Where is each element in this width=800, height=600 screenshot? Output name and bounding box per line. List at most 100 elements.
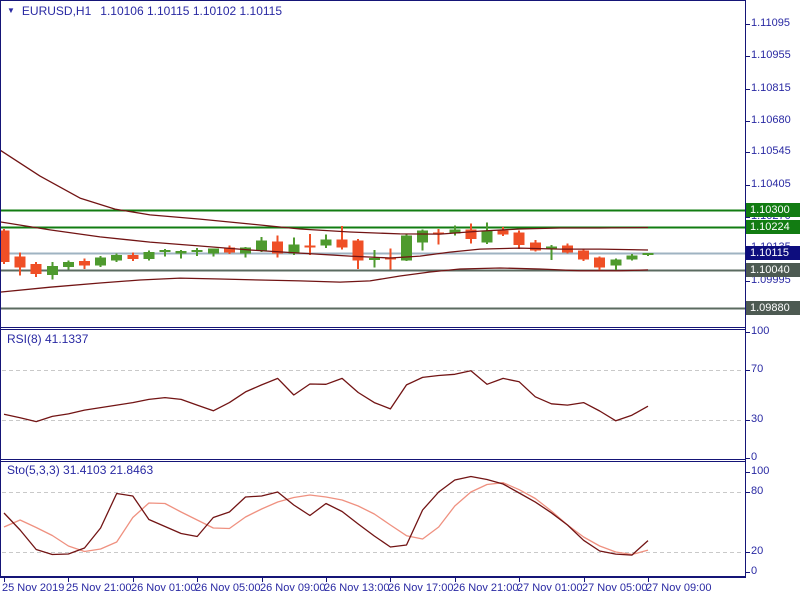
stochastic-tick-mark bbox=[745, 552, 750, 553]
main-chart-pane[interactable] bbox=[0, 0, 746, 328]
time-tick-mark bbox=[648, 578, 649, 582]
time-tick-label: 26 Nov 09:00 bbox=[260, 582, 326, 594]
rsi-canvas bbox=[2, 370, 744, 423]
stochastic-tick-mark bbox=[745, 492, 750, 493]
price-tick-mark bbox=[745, 89, 750, 90]
current-bid-price-badge: 1.10115 bbox=[746, 246, 800, 260]
price-tick-label: 1.11095 bbox=[751, 17, 790, 29]
bear-candle bbox=[513, 232, 525, 246]
time-tick-label: 26 Nov 01:00 bbox=[131, 582, 197, 594]
bull-candle bbox=[256, 240, 268, 251]
bear-candle bbox=[594, 257, 606, 268]
stochastic-tick-label: 80 bbox=[751, 485, 764, 497]
rsi-indicator-pane[interactable]: RSI(8) 41.1337 bbox=[0, 329, 746, 460]
bear-candle bbox=[352, 240, 364, 261]
pane-border-line bbox=[0, 327, 746, 328]
bull-candle bbox=[159, 250, 171, 253]
time-tick-mark bbox=[4, 578, 5, 582]
bull-candle bbox=[46, 266, 58, 276]
stochastic-tick-mark bbox=[745, 472, 750, 473]
time-tick-label: 26 Nov 21:00 bbox=[453, 582, 519, 594]
bear-candle bbox=[336, 239, 348, 248]
stochastic-tick-label: 0 bbox=[751, 565, 758, 577]
time-tick-label: 26 Nov 13:00 bbox=[324, 582, 390, 594]
price-tick-label: 1.10545 bbox=[751, 145, 791, 157]
price-tick-mark bbox=[745, 185, 750, 186]
time-tick-mark bbox=[326, 578, 327, 582]
bull-candle bbox=[95, 257, 107, 266]
bollinger-lower-band bbox=[0, 267, 649, 293]
stochastic-tick-label: 20 bbox=[751, 545, 764, 557]
rsi-label: RSI(8) 41.1337 bbox=[7, 332, 89, 346]
bull-candle bbox=[545, 246, 557, 249]
bull-candle bbox=[449, 229, 461, 234]
time-tick-label: 26 Nov 05:00 bbox=[195, 582, 261, 594]
time-tick-mark bbox=[262, 578, 263, 582]
rsi-line bbox=[3, 370, 649, 423]
bull-candle bbox=[401, 235, 412, 261]
stochastic-canvas bbox=[2, 475, 744, 556]
symbol-timeframe-label: EURUSD,H1 bbox=[21, 4, 92, 18]
bull-candle bbox=[481, 230, 493, 243]
stochastic-indicator-pane[interactable]: Sto(5,3,3) 31.4103 21.8463 bbox=[0, 460, 746, 577]
symbol-dropdown-icon[interactable]: ▼ bbox=[7, 6, 15, 15]
rsi-tick-label: 70 bbox=[751, 363, 764, 375]
bull-candle bbox=[175, 251, 187, 254]
bull-candle bbox=[320, 239, 332, 246]
pane-border-line bbox=[0, 576, 746, 578]
bull-candle bbox=[111, 254, 123, 261]
pane-border-line bbox=[0, 329, 746, 330]
time-tick-mark bbox=[584, 578, 585, 582]
rsi-tick-label: 100 bbox=[751, 325, 770, 337]
chart-title: ▼ EURUSD,H1 1.10106 1.10115 1.10102 1.1011… bbox=[7, 4, 282, 18]
bear-candle bbox=[304, 245, 316, 248]
pane-border-line bbox=[0, 0, 746, 1]
price-tick-label: 1.10815 bbox=[751, 82, 791, 94]
bull-candle bbox=[62, 261, 74, 267]
price-tick-mark bbox=[745, 281, 750, 282]
rsi-tick-label: 0 bbox=[751, 451, 758, 463]
bear-candle bbox=[0, 230, 10, 262]
bear-candle bbox=[272, 241, 284, 254]
time-tick-label: 25 Nov 2019 bbox=[2, 582, 65, 594]
stochastic-tick-mark bbox=[745, 572, 750, 573]
pane-border-line bbox=[0, 461, 746, 462]
bull-candle bbox=[288, 244, 300, 254]
bull-candle bbox=[610, 259, 622, 266]
time-tick-mark bbox=[68, 578, 69, 582]
stochastic-signal-line bbox=[3, 482, 649, 556]
price-tick-label: 1.10955 bbox=[751, 49, 791, 61]
price-tick-label: 1.09995 bbox=[751, 274, 791, 286]
bear-candle bbox=[127, 254, 139, 260]
time-tick-mark bbox=[133, 578, 134, 582]
time-tick-label: 27 Nov 05:00 bbox=[582, 582, 648, 594]
rsi-tick-mark bbox=[745, 332, 750, 333]
price-chart-canvas bbox=[0, 149, 745, 310]
bull-candle bbox=[143, 252, 155, 260]
time-tick-label: 27 Nov 09:00 bbox=[646, 582, 712, 594]
pane-border-line bbox=[0, 459, 746, 460]
stochastic-label: Sto(5,3,3) 31.4103 21.8463 bbox=[7, 463, 154, 477]
stochastic-main-line bbox=[3, 475, 649, 556]
bear-candle bbox=[14, 256, 26, 268]
time-tick-mark bbox=[455, 578, 456, 582]
time-tick-mark bbox=[197, 578, 198, 582]
rsi-tick-mark bbox=[745, 458, 750, 459]
bear-candle bbox=[223, 247, 235, 253]
time-tick-label: 26 Nov 17:00 bbox=[388, 582, 454, 594]
bear-candle bbox=[529, 242, 541, 251]
time-tick-label: 27 Nov 01:00 bbox=[517, 582, 583, 594]
pane-border-line bbox=[0, 0, 1, 578]
price-tick-mark bbox=[745, 152, 750, 153]
support-price-badge: 1.10040 bbox=[746, 263, 800, 277]
bear-candle bbox=[30, 264, 42, 274]
bear-candle bbox=[497, 230, 509, 235]
resistance-price-badge: 1.10224 bbox=[746, 220, 800, 234]
time-tick-mark bbox=[519, 578, 520, 582]
bull-candle bbox=[417, 230, 429, 243]
price-tick-label: 1.10680 bbox=[751, 114, 791, 126]
pane-border-line bbox=[745, 0, 746, 578]
stochastic-tick-label: 100 bbox=[751, 465, 770, 477]
ohlc-quote-values: 1.10106 1.10115 1.10102 1.10115 bbox=[100, 4, 283, 18]
